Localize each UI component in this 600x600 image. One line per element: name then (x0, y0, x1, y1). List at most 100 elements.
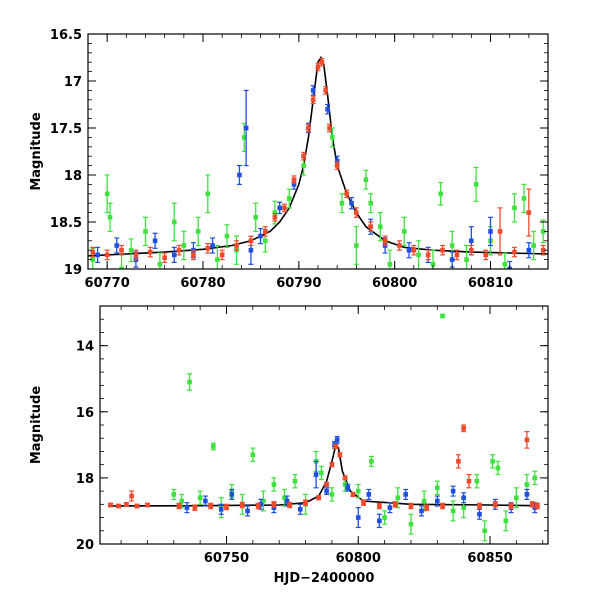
top-green-data-point (473, 166, 479, 202)
bottom-blue-data-point (202, 495, 208, 507)
top-red-data-point (327, 123, 332, 133)
top-y-tick-label: 16.5 (50, 28, 82, 43)
top-red-data-point (440, 244, 446, 256)
bottom-green-data-point (197, 490, 203, 505)
bottom-y-tick-label: 20 (76, 538, 94, 553)
top-red-data-point (468, 244, 474, 256)
top-red-data-point (323, 86, 329, 95)
top-x-tick-label: 60780 (180, 276, 225, 291)
bottom-blue-data-point (324, 487, 330, 496)
bottom-red-data-point (129, 490, 135, 502)
top-green-data-point (353, 226, 359, 265)
top-blue-data-point (171, 246, 177, 264)
bottom-green-data-point (490, 454, 496, 469)
top-red-data-point (104, 249, 110, 261)
top-red-data-point (133, 249, 139, 261)
bottom-blue-data-point (387, 502, 393, 514)
top-red-data-point (396, 240, 402, 251)
bottom-y-tick-label: 18 (76, 472, 94, 487)
top-blue-data-point (325, 103, 331, 115)
bottom-green-data-point (532, 470, 538, 486)
bottom-panel-x-axis-label: HJD−2400000 (274, 571, 375, 586)
bottom-red-data-point (361, 499, 367, 506)
top-red-data-point (262, 226, 268, 237)
bottom-green-data-point (395, 487, 401, 509)
top-series-red (90, 57, 546, 264)
top-blue-data-point (236, 165, 242, 185)
bottom-red-data-point (192, 504, 198, 511)
bottom-green-data-point (318, 465, 324, 481)
bottom-green-data-point (513, 487, 519, 509)
bottom-blue-data-point (258, 498, 264, 510)
top-blue-data-point (210, 237, 216, 254)
top-blue-data-point (114, 237, 120, 254)
top-blue-data-point (277, 201, 283, 215)
top-red-data-point (147, 246, 153, 258)
bottom-red-data-point (337, 452, 343, 458)
top-red-data-point (310, 95, 316, 105)
bottom-blue-data-point (297, 503, 303, 515)
bottom-green-data-point (495, 460, 501, 476)
bottom-red-data-point (408, 502, 414, 510)
top-red-data-point (162, 252, 168, 264)
top-panel-light-curve: 60770 60780 60790 60800 60810 16.5 17 17.5 18 18.… (29, 28, 549, 291)
bottom-red-data-point (287, 501, 293, 509)
bottom-red-data-point (115, 503, 121, 509)
top-red-data-point (540, 244, 546, 256)
bottom-green-data-point (434, 480, 440, 496)
top-green-data-point (214, 244, 220, 269)
bottom-red-data-point (392, 501, 398, 508)
top-red-data-point (190, 249, 196, 261)
top-red-data-point (382, 235, 388, 247)
top-green-data-point (511, 193, 517, 223)
top-red-data-point (353, 207, 359, 218)
bottom-panel-ticks: 60750 60800 60850 14 16 18 20 (76, 305, 548, 566)
bottom-red-data-point (455, 454, 461, 469)
bottom-red-data-point (424, 504, 430, 511)
bottom-red-data-point (492, 501, 498, 508)
bottom-blue-data-point (461, 492, 467, 504)
bottom-green-data-point (355, 483, 361, 499)
top-red-data-point (205, 243, 211, 254)
bottom-blue-data-point (450, 485, 456, 497)
bottom-green-data-point (382, 510, 388, 525)
top-green-data-point (438, 181, 444, 206)
top-green-data-point (107, 202, 113, 232)
bottom-y-tick-label: 16 (76, 406, 94, 421)
top-red-data-point (511, 246, 517, 258)
top-blue-data-point (243, 89, 249, 167)
bottom-blue-data-point (355, 507, 361, 529)
bottom-green-data-point (474, 473, 480, 489)
top-x-tick-label: 60770 (85, 276, 130, 291)
top-blue-data-point (488, 216, 493, 247)
bottom-red-data-point (176, 502, 182, 510)
top-green-data-point (195, 216, 201, 247)
bottom-red-data-point (529, 501, 535, 508)
bottom-panel-plot-area (107, 313, 540, 542)
bottom-red-data-point (223, 503, 229, 511)
bottom-blue-data-point (245, 505, 251, 517)
bottom-blue-data-point (229, 488, 235, 500)
top-model-curve (88, 55, 548, 257)
top-green-data-point (329, 127, 335, 148)
bottom-red-data-point (208, 502, 214, 510)
top-red-data-point (272, 212, 278, 222)
top-red-data-point (219, 249, 225, 261)
top-red-data-point (90, 246, 96, 258)
bottom-red-data-point (239, 501, 245, 509)
bottom-red-data-point (524, 431, 530, 449)
top-red-data-point (497, 207, 503, 256)
top-blue-data-point (349, 196, 355, 210)
top-blue-data-point (449, 251, 455, 268)
bottom-red-data-point (134, 503, 140, 509)
top-blue-data-point (310, 85, 316, 96)
bottom-x-tick-label: 60850 (467, 551, 512, 566)
bottom-red-data-point (303, 499, 309, 506)
top-y-tick-label: 18.5 (50, 216, 82, 231)
bottom-blue-data-point (345, 483, 351, 492)
top-red-data-point (234, 240, 240, 251)
top-green-data-point (171, 202, 177, 242)
bottom-panel-frame (99, 305, 549, 545)
top-red-data-point (301, 151, 307, 161)
top-blue-data-point (406, 242, 412, 259)
